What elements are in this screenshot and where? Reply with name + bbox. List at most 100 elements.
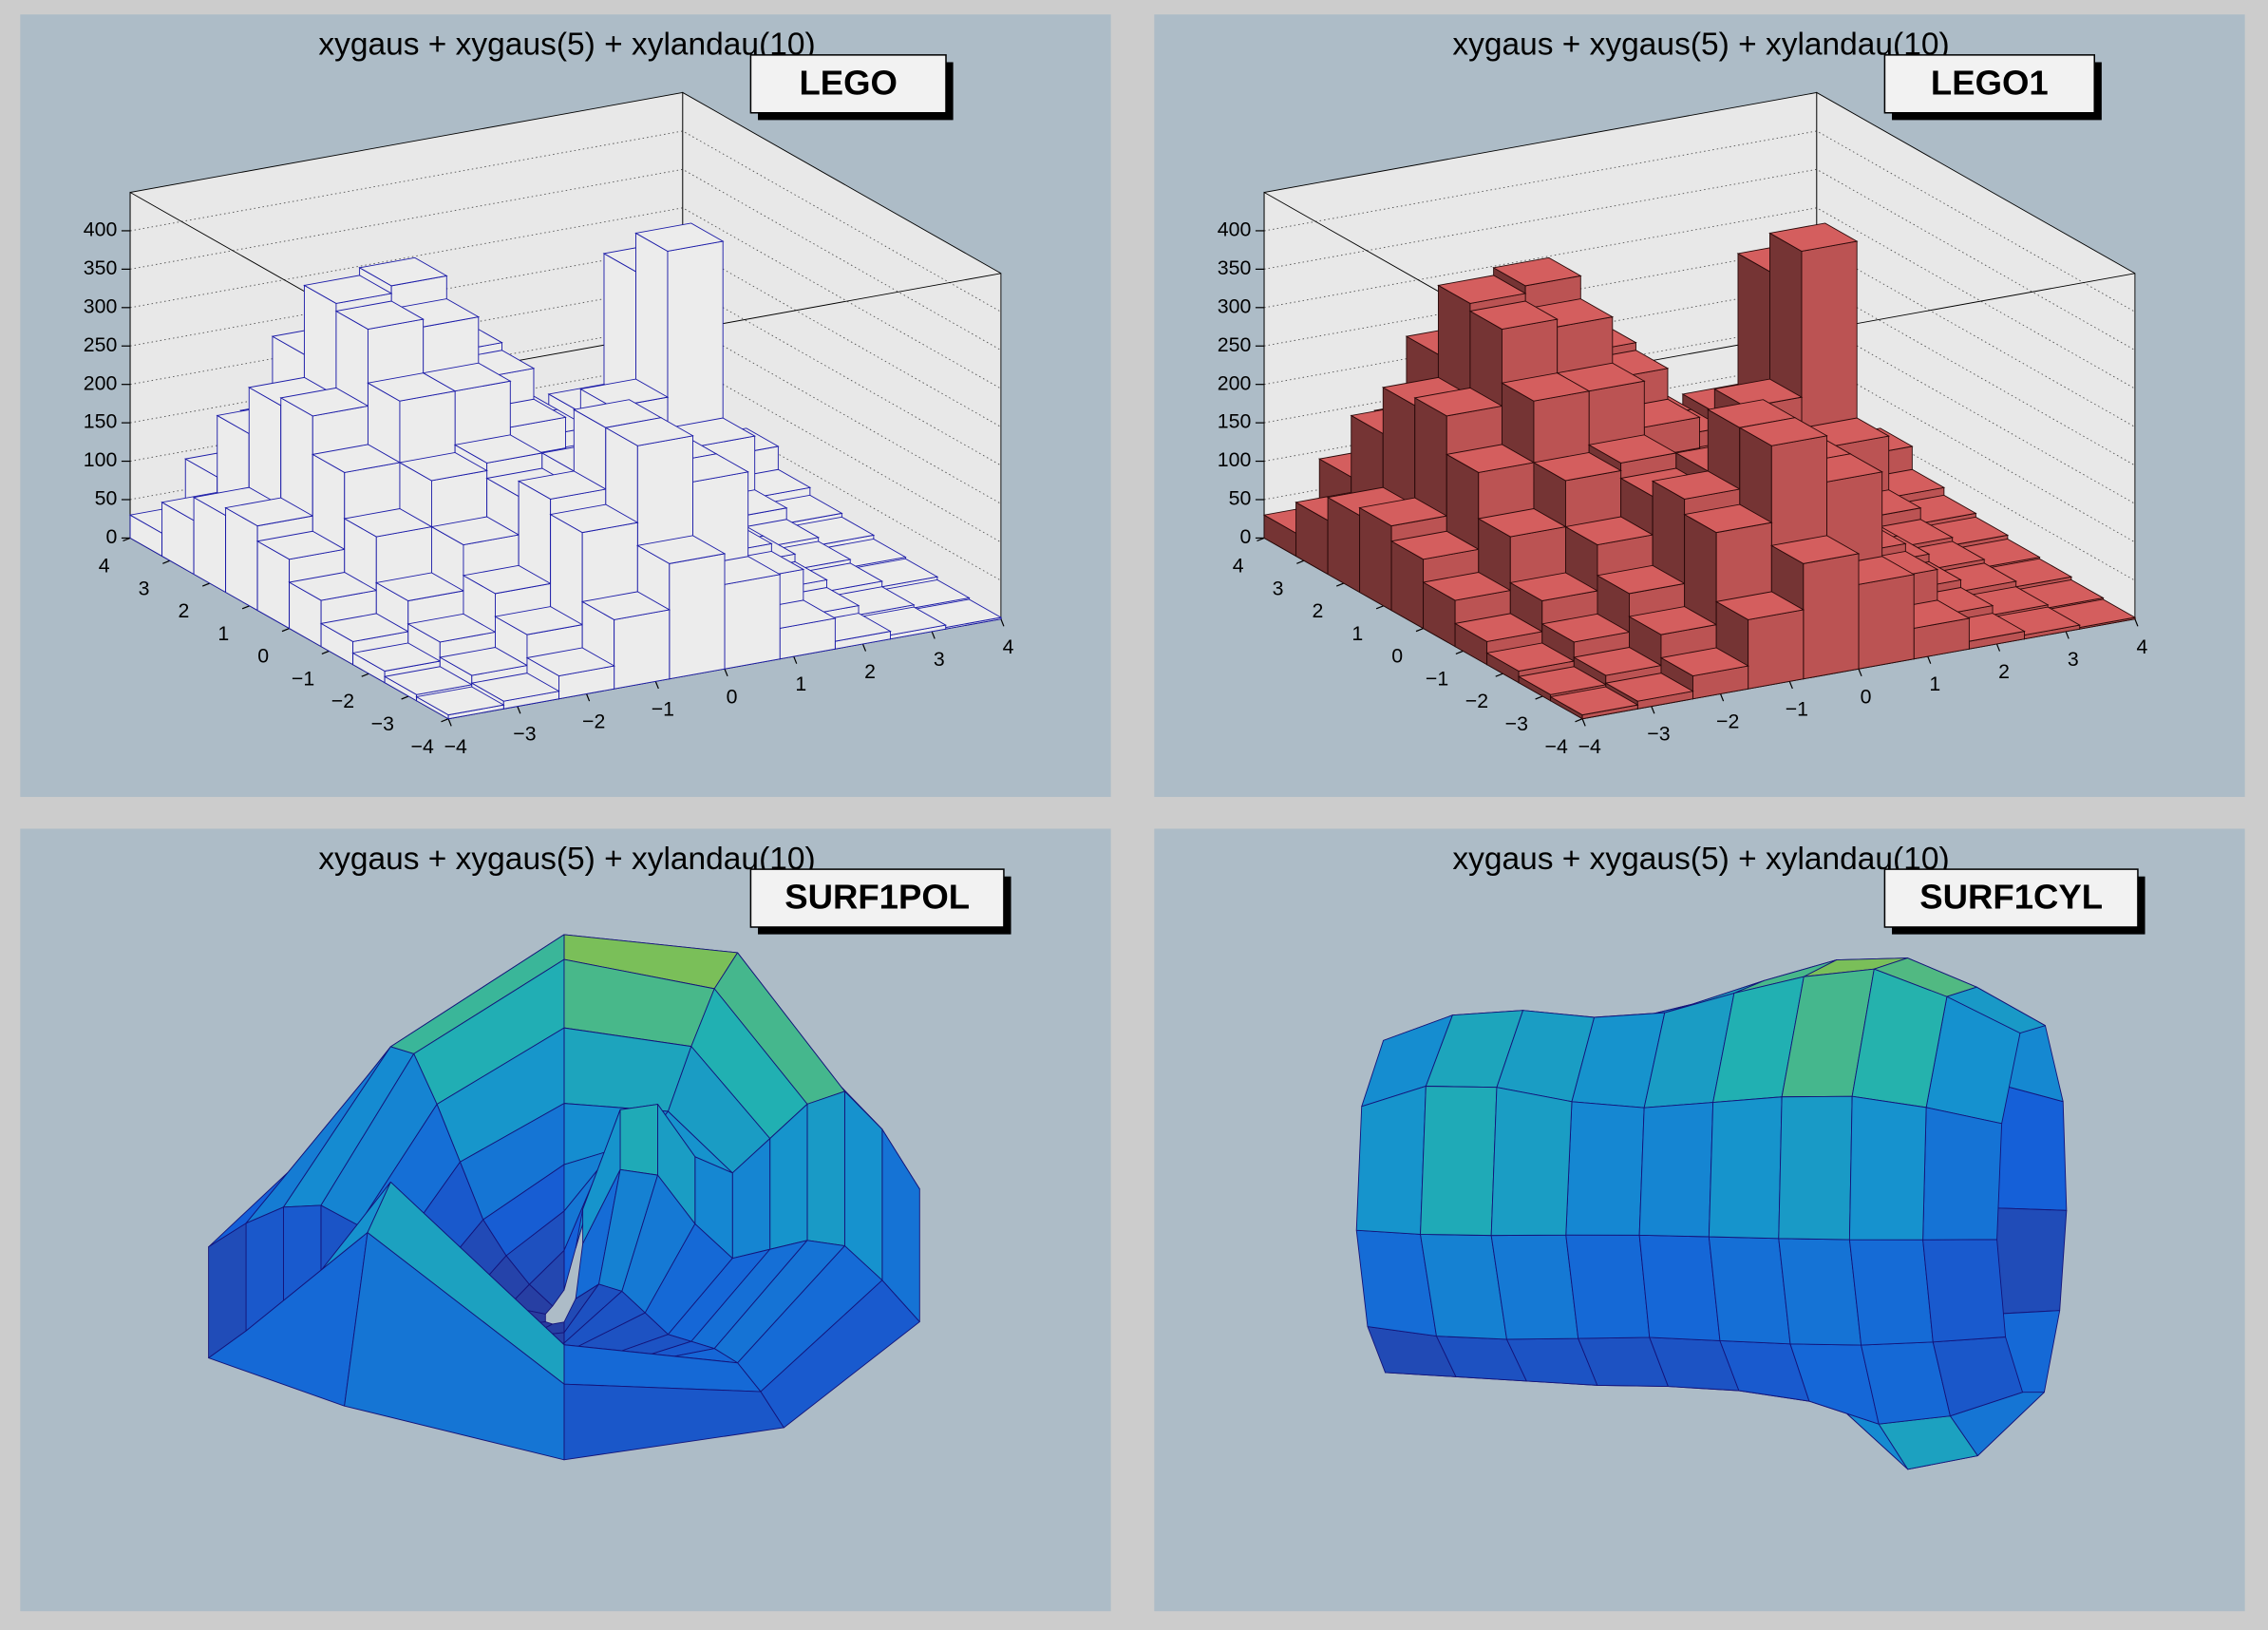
chart-title: xygaus + xygaus(5) + xylandau(10) (318, 28, 815, 63)
bar-front (1858, 574, 1915, 670)
bar (1549, 686, 1639, 720)
bar-top (1540, 613, 1631, 643)
y-tick (1296, 559, 1305, 564)
x-tick-label: 1 (1929, 673, 1940, 695)
x-tick-label: 4 (1003, 635, 1014, 658)
surface-cell (619, 1104, 658, 1176)
y-tick-label: 3 (139, 577, 150, 599)
grid-line (129, 168, 1002, 351)
bar-top (462, 564, 552, 595)
x-tick (517, 706, 521, 714)
x-tick-label: 0 (727, 685, 738, 708)
y-tick-label: −2 (1465, 690, 1488, 712)
y-tick-label: 0 (257, 645, 269, 668)
z-tick-label: 350 (84, 256, 118, 279)
bar-top (1628, 606, 1718, 635)
y-tick (321, 650, 330, 654)
chart-title: xygaus + xygaus(5) + xylandau(10) (1452, 842, 1949, 877)
bar-top (1517, 666, 1608, 695)
bar-top (334, 300, 425, 331)
bar-top (367, 372, 457, 402)
z-tick-label: 400 (84, 218, 118, 241)
z-tick-label: 100 (1218, 448, 1252, 471)
bar-top (453, 434, 544, 464)
grid-line (129, 130, 1002, 313)
x-tick-label: −3 (1647, 723, 1670, 746)
surface-cell (1490, 1087, 1573, 1237)
surface-cell (1708, 1096, 1783, 1240)
bar-front (614, 609, 671, 690)
x-tick (1581, 718, 1586, 727)
surface-cell (1565, 1101, 1645, 1236)
y-tick (401, 695, 409, 700)
bar-top (319, 613, 410, 642)
y-tick-label: 4 (1233, 554, 1244, 577)
x-tick-label: 1 (795, 673, 806, 695)
x-tick-label: −3 (513, 723, 536, 746)
x-tick-label: −2 (582, 711, 605, 733)
surface-cell (1490, 1234, 1579, 1340)
bar-top (634, 222, 725, 252)
y-tick-label: 2 (178, 599, 189, 622)
surface-cell (806, 1090, 845, 1247)
bar-top (1477, 508, 1567, 538)
x-tick (1927, 655, 1932, 664)
bar-top (1714, 591, 1805, 620)
legend-label: SURF1POL (784, 878, 970, 917)
bar-top (224, 497, 314, 527)
legend-box (749, 54, 947, 114)
grid-line (1263, 207, 2136, 389)
bar-top (1659, 647, 1749, 677)
x-tick (2065, 631, 2070, 639)
x-tick (1788, 681, 1793, 690)
bar-top (303, 275, 393, 304)
y-tick-label: −4 (411, 735, 434, 758)
x-tick (1719, 693, 1725, 702)
y-tick (201, 582, 211, 587)
y-tick (1375, 605, 1384, 610)
y-tick-label: −4 (1545, 735, 1568, 758)
x-tick-label: 4 (2137, 635, 2148, 658)
y-tick-label: −1 (1426, 667, 1448, 690)
bar-top (1492, 256, 1582, 287)
x-tick (585, 693, 591, 702)
x-tick (1858, 668, 1862, 677)
box-edge (129, 191, 1001, 539)
bar-front (1748, 609, 1805, 690)
bar-top (1683, 503, 1773, 534)
bar-top (549, 503, 639, 534)
bar-top (279, 387, 369, 417)
grid-line (1263, 130, 2136, 313)
bar (415, 686, 505, 720)
x-tick-label: −4 (444, 735, 467, 758)
surface-cell (1995, 1083, 2068, 1211)
chart-title: xygaus + xygaus(5) + xylandau(10) (1452, 28, 1949, 63)
z-tick-label: 350 (1218, 256, 1252, 279)
surface-cell (1778, 1238, 1862, 1346)
z-tick-label: 50 (95, 487, 118, 510)
x-tick-label: 2 (864, 660, 876, 683)
y-tick-label: 3 (1273, 577, 1284, 599)
bar-top (1651, 470, 1742, 500)
bar-top (383, 666, 474, 695)
x-tick (1995, 643, 2001, 652)
bar-top (1508, 572, 1599, 601)
z-tick-label: 50 (1229, 487, 1252, 510)
bar-top (438, 647, 529, 676)
bar-front (724, 574, 781, 670)
x-tick-label: −2 (1716, 711, 1739, 733)
z-tick-label: 250 (84, 333, 118, 356)
y-tick-label: −2 (331, 690, 354, 712)
bar-top (1738, 417, 1828, 446)
x-tick (724, 668, 728, 677)
bar-top (1572, 647, 1663, 676)
y-tick (1535, 695, 1543, 700)
bar-top (1485, 642, 1576, 672)
box-edge (1263, 191, 2135, 539)
bar-top (255, 530, 347, 560)
y-tick-label: 2 (1312, 599, 1323, 622)
grid-line (1263, 168, 2136, 351)
x-tick (1651, 706, 1655, 714)
x-tick-label: −1 (652, 697, 674, 720)
